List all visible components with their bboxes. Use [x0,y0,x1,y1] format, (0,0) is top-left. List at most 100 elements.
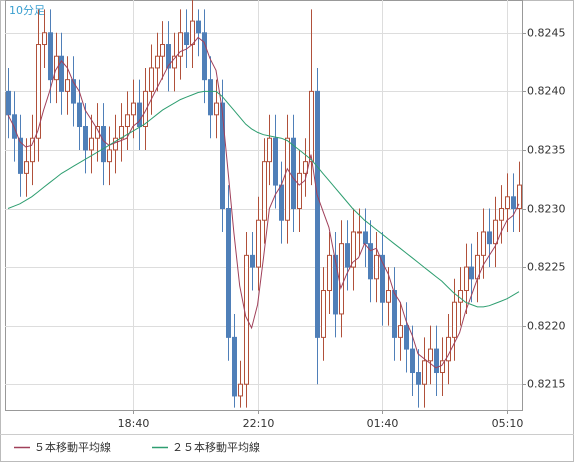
candle-body [345,243,350,268]
candle-body [297,172,302,210]
candle-body [464,266,469,292]
candle-body [469,266,474,280]
candle-body [155,55,160,69]
legend-label: ５本移動平均線 [34,440,111,454]
candle-body [238,383,243,397]
candle-body [250,254,255,268]
moving-average-line [7,36,520,369]
candle-body [24,161,29,174]
y-tick-label: 0.8240 [527,85,566,98]
candle-body [262,161,267,221]
candle-body [505,196,510,210]
y-tick-label: 0.8220 [527,320,566,333]
candle-body [208,79,213,116]
candle-body [374,254,379,280]
candle-body [321,290,326,338]
candle-body [214,102,219,116]
candle-body [517,184,522,210]
y-tick-label: 0.8245 [527,27,566,40]
candle-body [244,254,249,385]
y-tick-label: 0.8215 [527,378,566,391]
candle-body [77,102,82,128]
candle-body [410,348,415,374]
candle-body [6,90,11,116]
x-tick-label: 01:40 [367,417,399,430]
candle-body [351,231,356,268]
candle-body [101,126,106,163]
candle-body [59,55,64,92]
candle-body [511,196,516,210]
candle-body [273,137,278,186]
candle-body [131,102,136,116]
candle-body [166,44,171,69]
candle-body [357,231,362,234]
candle-body [279,184,284,221]
candle-body [48,32,53,81]
legend-label: ２５本移動平均線 [172,440,260,454]
candle-body [392,290,397,338]
candle-body [404,325,409,350]
candle-body [196,20,201,34]
moving-average-line [7,90,520,308]
candle-body [267,137,272,163]
candle-body [95,126,100,139]
x-tick-label: 18:40 [118,417,150,430]
candle-body [178,32,183,57]
chart-title: 10分足 [9,4,45,17]
candle-body [36,44,41,139]
candle-body [458,290,463,303]
candle-body [42,32,47,46]
candle-body [446,336,451,362]
candle-body [184,32,189,46]
candle-body [368,243,373,280]
candle-body [113,137,118,151]
candle-body [125,114,130,128]
candle-body [232,336,237,397]
candle-body [363,231,368,245]
candle-body [333,254,338,315]
candle-body [18,137,23,174]
candle-body [434,348,439,374]
candle-body [499,208,504,221]
candle-body [172,55,177,69]
candle-body [256,219,261,268]
candle-body [89,137,94,151]
y-tick-label: 0.8225 [527,261,566,274]
candle-body [107,149,112,163]
y-tick-label: 0.8230 [527,203,566,216]
candle-body [30,137,35,163]
candle-body [416,372,421,385]
candle-body [190,20,195,46]
candle-body [380,254,385,303]
candle-body [487,231,492,245]
candle-body [83,126,88,151]
candle-body [137,102,142,128]
candle-body [65,79,70,92]
candle-body [428,348,433,362]
candle-body [481,231,486,256]
candle-body [440,360,445,374]
candle-body [309,90,314,163]
candle-body [386,290,391,303]
candle-body [291,137,296,210]
candle-body [143,90,148,128]
y-tick-label: 0.8235 [527,144,566,157]
candle-body [149,67,154,92]
candle-body [303,161,308,174]
x-tick-label: 22:10 [243,417,275,430]
candle-body [422,360,427,385]
candle-body [71,79,76,104]
candle-body [220,102,225,210]
candle-body [327,254,332,292]
candle-body [452,301,457,338]
candle-body [12,114,17,139]
candle-body [398,325,403,338]
candle-body [285,137,290,221]
x-tick-label: 05:10 [492,417,524,430]
candle-body [226,208,231,338]
candle-body [315,90,320,338]
candle-body [493,219,498,245]
candle-body [202,32,207,81]
candle-body [339,243,344,315]
